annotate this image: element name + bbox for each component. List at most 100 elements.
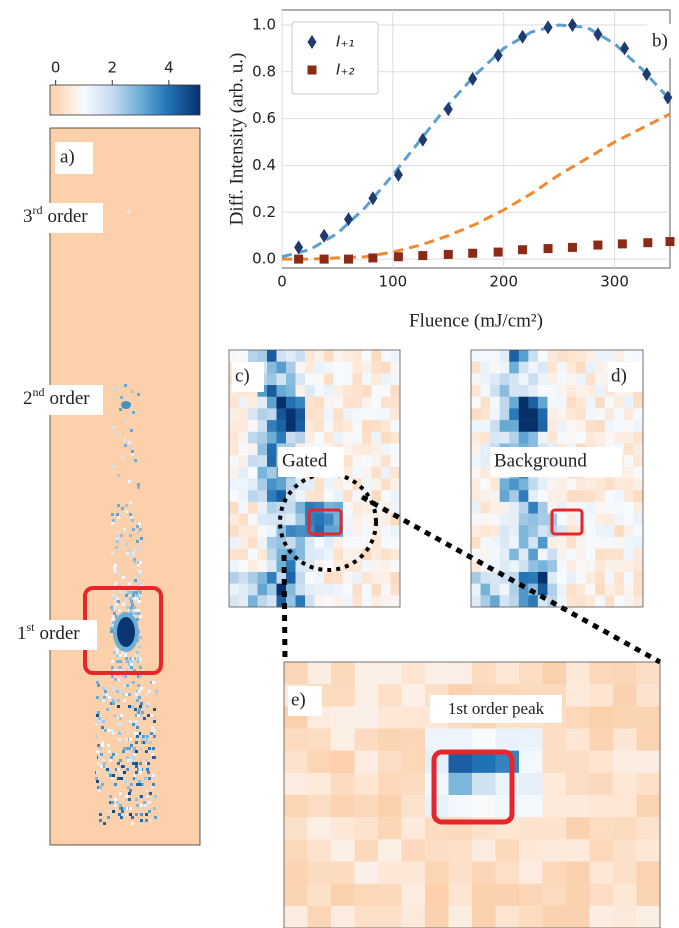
- pixel: [537, 361, 548, 374]
- pixel: [614, 501, 625, 514]
- pixel: [636, 795, 661, 818]
- pixel: [314, 431, 325, 444]
- pixel: [378, 728, 402, 751]
- pixel: [333, 478, 344, 491]
- pixel: [633, 560, 644, 573]
- pixel: [267, 466, 277, 479]
- pixel: [585, 525, 596, 538]
- pixel: [143, 801, 146, 804]
- pixel: [354, 905, 379, 928]
- pixel: [518, 595, 529, 608]
- marker: [468, 71, 478, 86]
- frame: [283, 661, 661, 928]
- pixel: [519, 728, 543, 751]
- pixel: [480, 513, 491, 526]
- pixel: [352, 373, 363, 386]
- pixel: [623, 466, 634, 479]
- pixel: [123, 600, 126, 603]
- pixel: [284, 728, 308, 751]
- pixel: [257, 560, 268, 573]
- pixel: [103, 693, 106, 696]
- pixel: [305, 536, 315, 549]
- pixel: [381, 525, 391, 538]
- pixel: [116, 597, 119, 600]
- pixel: [305, 361, 315, 374]
- pixel: [490, 408, 500, 421]
- pixel: [528, 478, 539, 491]
- pixel: [140, 687, 143, 690]
- pixel: [390, 431, 401, 444]
- pixel: [229, 455, 239, 468]
- pixel: [362, 396, 372, 409]
- pixel: [509, 525, 520, 538]
- pixel: [120, 591, 123, 594]
- pixel: [623, 560, 634, 573]
- pixel: [295, 490, 306, 503]
- pixel: [135, 720, 138, 723]
- pixel: [133, 732, 136, 735]
- pixel: [371, 385, 382, 398]
- pixel: [107, 729, 110, 732]
- pixel: [362, 350, 372, 362]
- pixel: [257, 408, 268, 421]
- pixel: [623, 501, 634, 514]
- pixel: [113, 612, 116, 615]
- pixel: [354, 817, 379, 840]
- pixel: [136, 594, 139, 597]
- pixel: [480, 571, 491, 584]
- pixel: [623, 490, 634, 503]
- pixel: [135, 813, 138, 816]
- pixel: [132, 723, 135, 726]
- pixel: [125, 813, 128, 816]
- pixel: [557, 595, 567, 608]
- pixel: [140, 795, 143, 798]
- pixel: [528, 396, 539, 409]
- pixel: [352, 513, 363, 526]
- pixel: [519, 795, 543, 818]
- pixel: [633, 525, 644, 538]
- pixel: [121, 507, 124, 510]
- pixel: [152, 783, 155, 786]
- pixel: [136, 690, 139, 693]
- pixel: [238, 420, 249, 433]
- pixel: [499, 490, 510, 503]
- pixel: [589, 750, 614, 774]
- pixel: [148, 810, 151, 813]
- pixel: [132, 762, 135, 765]
- pixel: [112, 732, 115, 735]
- pixel: [331, 684, 355, 707]
- pixel: [390, 478, 401, 491]
- pixel: [138, 546, 141, 549]
- legend-marker: [307, 35, 317, 49]
- highlight-box: [550, 508, 584, 536]
- pixel: [333, 560, 344, 573]
- pixel: [604, 431, 615, 444]
- pixel: [352, 525, 363, 538]
- pixel: [125, 594, 128, 597]
- pixel: [248, 513, 258, 526]
- pixel: [307, 817, 332, 840]
- marker: [617, 239, 627, 249]
- pixel: [132, 591, 135, 594]
- pixel: [333, 513, 344, 526]
- pixel: [623, 431, 634, 444]
- pixel: [472, 772, 496, 796]
- pixel: [352, 536, 363, 549]
- pixel: [314, 560, 325, 573]
- pixel: [238, 466, 249, 479]
- marker: [493, 247, 503, 257]
- pixel: [141, 783, 144, 786]
- pixel: [537, 525, 548, 538]
- pixel: [145, 819, 148, 822]
- pixel: [381, 466, 391, 479]
- pixel: [112, 594, 115, 597]
- pixel: [118, 738, 121, 741]
- pixel: [113, 567, 116, 570]
- pixel: [371, 420, 382, 433]
- pixel: [145, 813, 148, 816]
- pixel: [138, 708, 141, 711]
- pixel: [613, 728, 637, 751]
- pixel: [305, 431, 315, 444]
- pixel: [139, 615, 142, 618]
- pixel: [595, 560, 606, 573]
